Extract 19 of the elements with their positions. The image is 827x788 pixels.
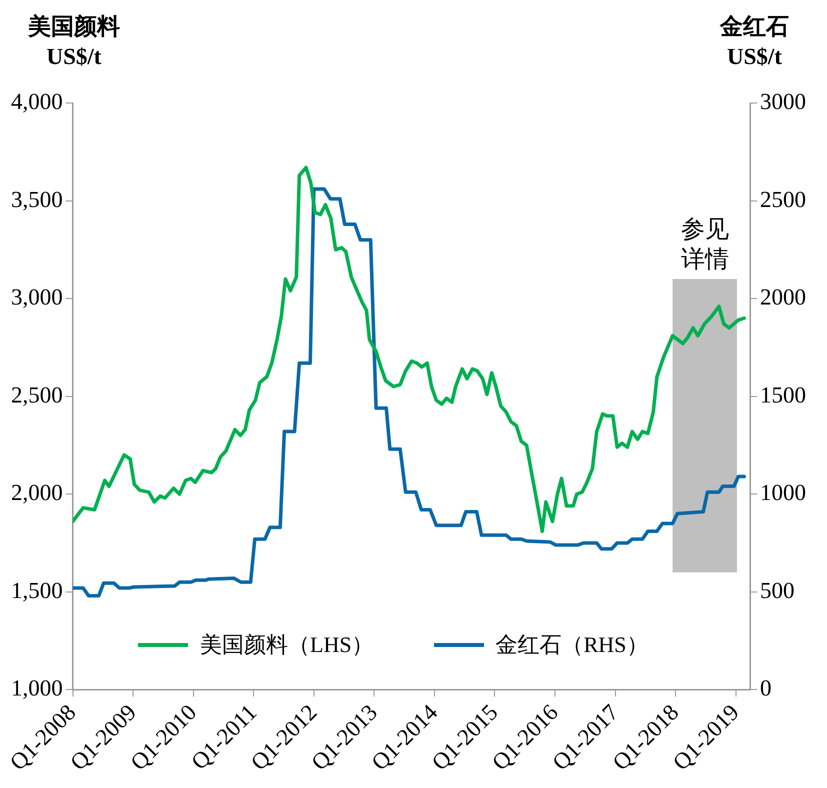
y2-tick-label: 1000	[760, 480, 806, 506]
y-axis-title: 美国颜料 US$/t	[28, 12, 120, 71]
band-label: 参见详情	[680, 215, 729, 274]
y-tick-label: 2,500	[11, 382, 63, 408]
y2-tick-label: 1500	[760, 382, 806, 408]
y-tick-label: 3,500	[11, 186, 63, 212]
legend-label: 美国颜料（LHS）	[200, 631, 374, 659]
y-tick-label: 2,000	[11, 480, 63, 506]
y-tick-label: 1,500	[11, 578, 63, 603]
y2-tick-label: 2000	[760, 284, 806, 310]
y2-tick-label: 0	[760, 676, 772, 701]
y-tick-label: 3,000	[11, 284, 63, 310]
y2-tick-label: 3000	[760, 89, 806, 114]
y2-tick-label: 2500	[760, 186, 806, 212]
y-tick-label: 1,000	[11, 676, 63, 701]
y2-tick-label: 500	[760, 578, 794, 603]
y-tick-label: 4,000	[11, 89, 63, 114]
y2-axis-title: 金红石 US$/t	[720, 13, 789, 71]
legend-label: 金红石（RHS）	[496, 631, 648, 659]
